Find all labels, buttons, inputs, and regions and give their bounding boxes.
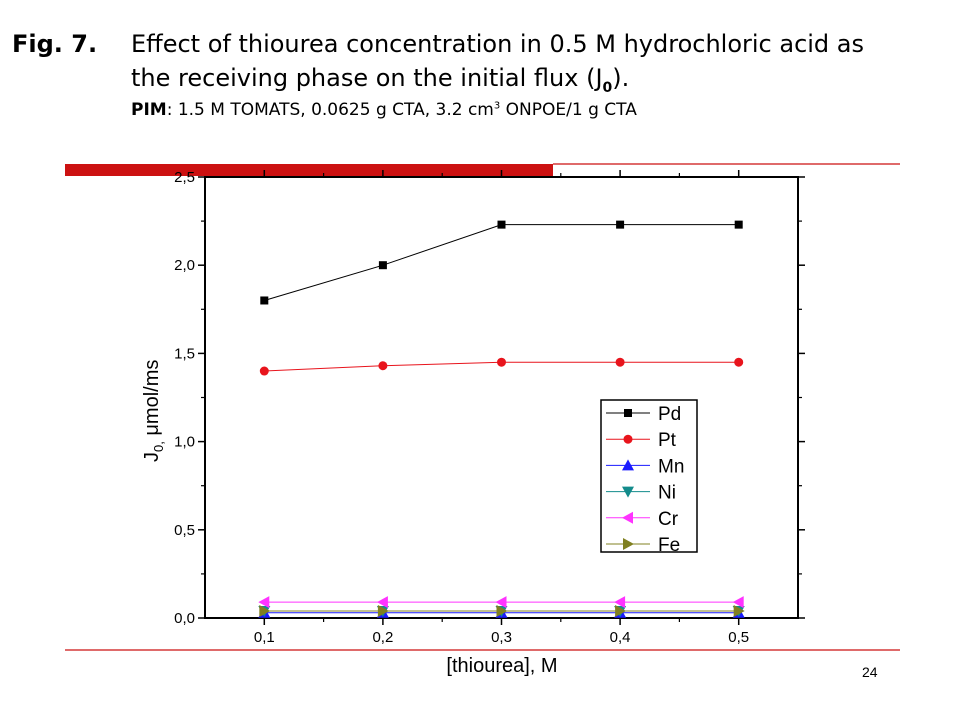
- x-tick-label: 0,3: [491, 629, 512, 646]
- series-line-pd: [264, 224, 739, 301]
- x-axis-label: [thiourea], M: [446, 655, 557, 677]
- pim-text: : 1.5 M TOMATS, 0.0625 g CTA, 3.2 cm: [166, 100, 494, 120]
- data-point-fe: [259, 604, 271, 617]
- legend-label-mn: Mn: [658, 456, 684, 477]
- y-axis-label-unit: μmol/ms: [141, 360, 163, 442]
- legend-marker-ni: [622, 486, 634, 498]
- caption-subscript: 0: [602, 79, 613, 96]
- legend-marker-mn: [622, 459, 634, 471]
- data-point-fe: [377, 604, 389, 617]
- series-cr: [258, 596, 744, 609]
- legend-marker-cr: [622, 511, 633, 524]
- pim-description: PIM: 1.5 M TOMATS, 0.0625 g CTA, 3.2 cm3…: [131, 100, 637, 120]
- data-point-pt: [378, 361, 388, 371]
- data-point-cr: [376, 596, 388, 609]
- pim-superscript: 3: [493, 100, 501, 112]
- caption-line-2-end: ).: [612, 64, 630, 92]
- data-point-cr: [258, 596, 270, 609]
- data-point-cr: [732, 596, 744, 609]
- data-point-cr: [614, 596, 626, 609]
- x-tick-label: 0,5: [728, 629, 749, 646]
- legend-label-ni: Ni: [658, 483, 676, 504]
- legend-marker-pd: [624, 409, 632, 417]
- figure-label: Fig. 7.: [12, 30, 98, 58]
- page-number: 24: [862, 664, 878, 680]
- data-point-fe: [615, 604, 627, 617]
- plot-frame: [204, 176, 799, 619]
- y-axis-label-sub: 0,: [151, 441, 166, 452]
- axis-tick-labels: 0,1 0,2 0,3 0,4 0,5 0,0 0,5 1,0 1,5 2,0 2,5: [174, 169, 749, 646]
- data-point-pd: [260, 296, 269, 305]
- legend: Pd Pt Mn Ni Cr Fe: [600, 399, 698, 556]
- y-tick-label: 1,5: [174, 345, 195, 362]
- data-point-pd: [734, 220, 743, 229]
- y-axis-label-main: J: [141, 452, 163, 462]
- series-layer: [258, 220, 745, 618]
- legend-item-cr: Cr: [606, 509, 679, 530]
- data-point-pt: [615, 357, 625, 367]
- y-tick-label: 0,5: [174, 522, 195, 539]
- legend-item-ni: Ni: [606, 483, 676, 504]
- x-tick-label: 0,4: [610, 629, 631, 646]
- y-tick-label: 1,0: [174, 434, 195, 451]
- x-tick-label: 0,1: [254, 629, 275, 646]
- legend-item-pt: Pt: [606, 430, 677, 451]
- legend-item-fe: Fe: [606, 535, 680, 556]
- legend-label-pt: Pt: [658, 430, 677, 451]
- legend-marker-pt: [623, 434, 633, 444]
- caption-line-2-text: the receiving phase on the initial flux …: [131, 64, 603, 92]
- series-fe: [259, 604, 745, 617]
- legend-label-cr: Cr: [658, 509, 679, 530]
- series-pd: [260, 220, 743, 305]
- y-axis-label: J0, μmol/ms: [141, 360, 166, 462]
- data-point-pd: [497, 220, 506, 229]
- series-pt: [259, 357, 744, 376]
- pim-label: PIM: [131, 100, 167, 120]
- legend-item-mn: Mn: [606, 456, 684, 477]
- caption-line-1: Effect of thiourea concentration in 0.5 …: [131, 30, 865, 58]
- data-point-pd: [616, 220, 625, 229]
- data-point-cr: [495, 596, 507, 609]
- slide-red-bar: [65, 164, 553, 176]
- y-tick-label: 2,0: [174, 257, 195, 274]
- legend-label-pd: Pd: [658, 404, 681, 425]
- data-point-fe: [733, 604, 745, 617]
- data-point-pt: [259, 366, 269, 376]
- legend-label-fe: Fe: [658, 535, 680, 556]
- data-point-fe: [496, 604, 508, 617]
- axis-ticks: [198, 170, 805, 625]
- data-point-pt: [497, 357, 506, 367]
- x-tick-label: 0,2: [372, 629, 393, 646]
- y-tick-label: 2,5: [174, 169, 195, 186]
- legend-box: [600, 399, 698, 553]
- legend-item-pd: Pd: [606, 404, 681, 425]
- caption-line-2: the receiving phase on the initial flux …: [131, 64, 629, 96]
- y-tick-label: 0,0: [174, 610, 195, 627]
- data-point-pt: [734, 357, 744, 367]
- pim-end: ONPOE/1 g CTA: [500, 100, 637, 120]
- data-point-pd: [378, 261, 387, 270]
- legend-marker-fe: [623, 538, 634, 550]
